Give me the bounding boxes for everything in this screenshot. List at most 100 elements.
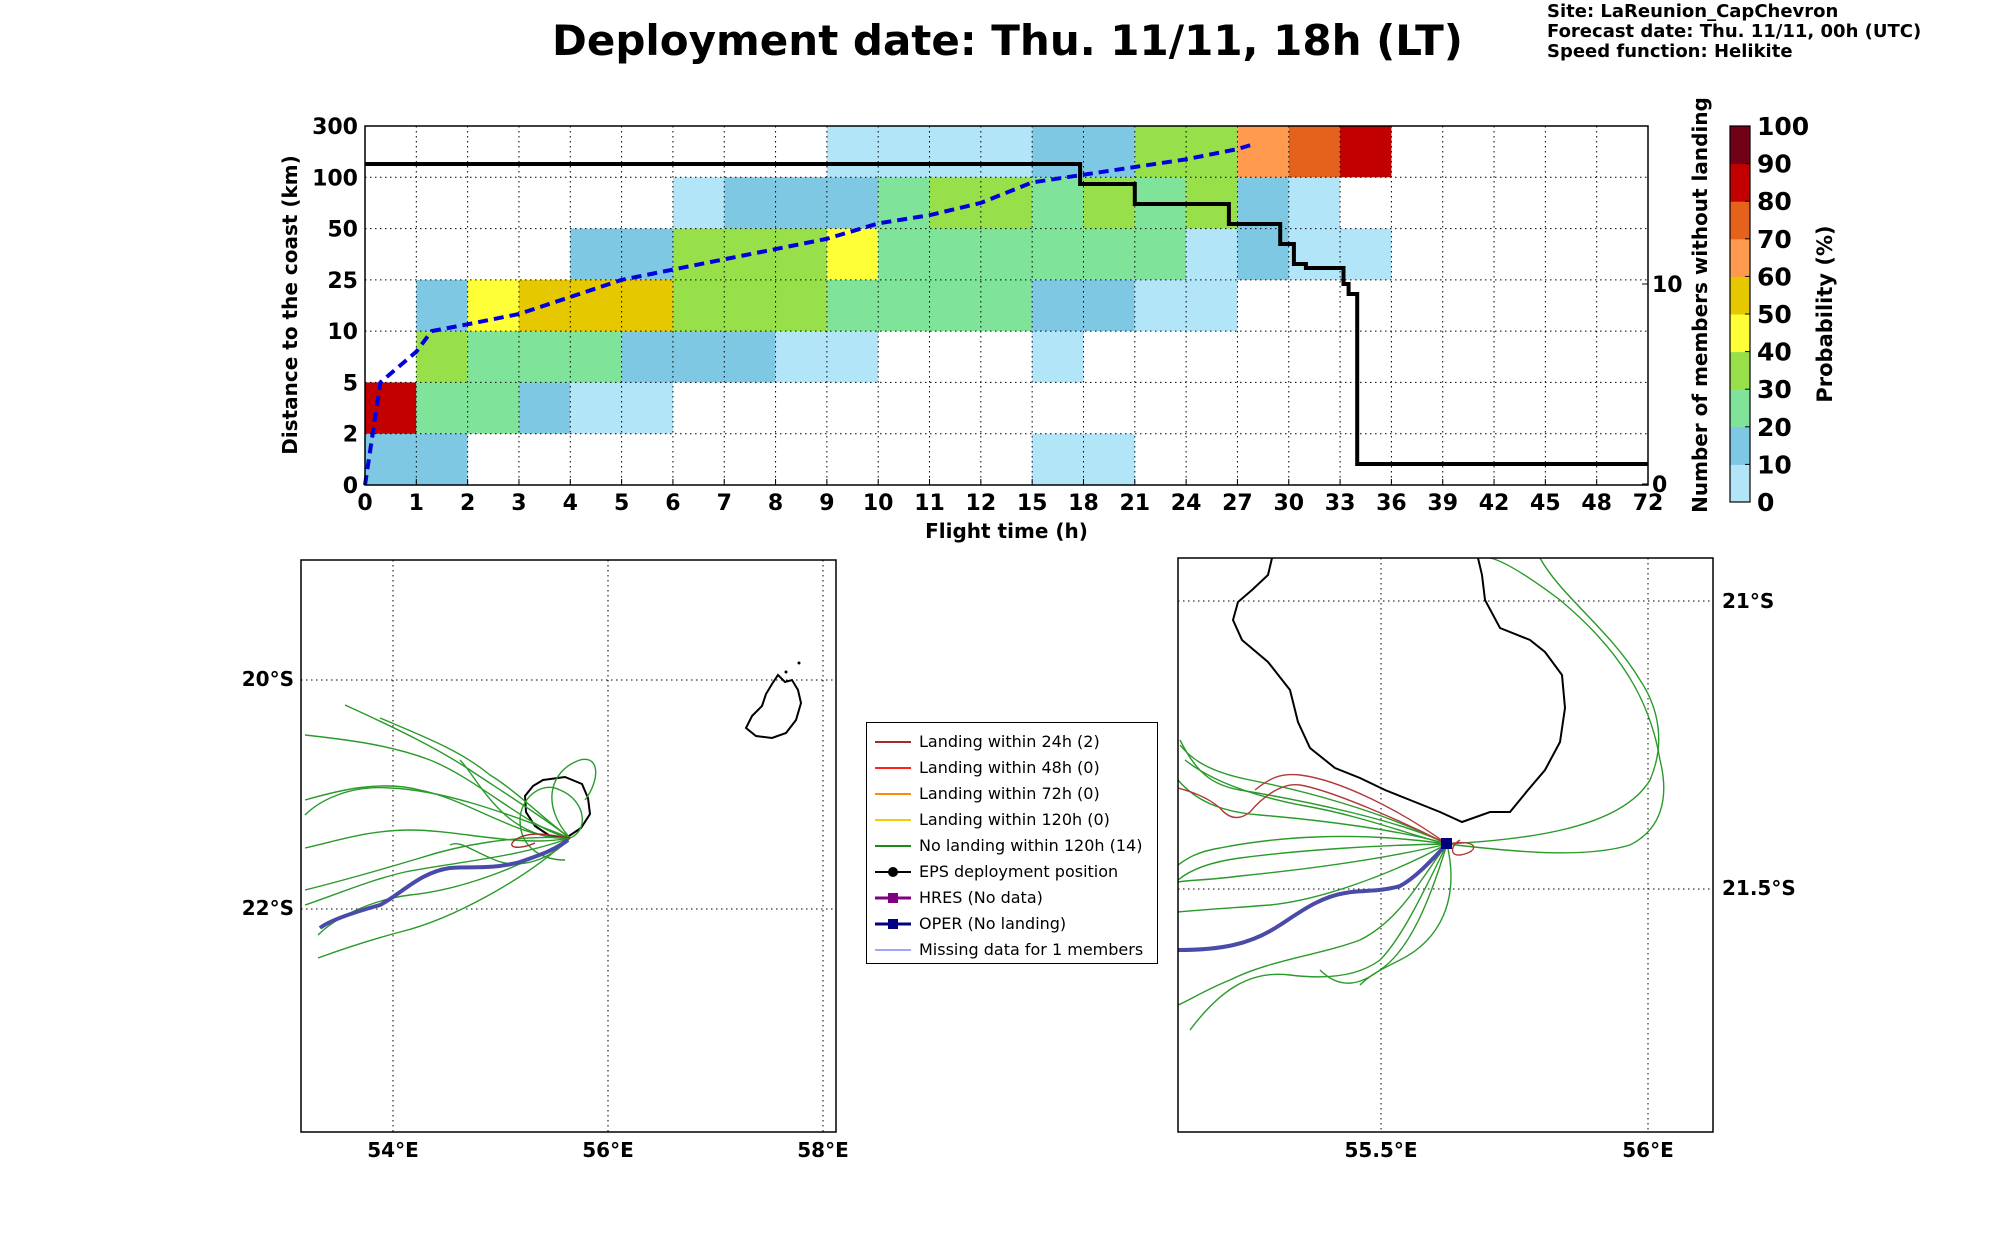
oper-trajectory [318, 838, 570, 930]
colorbar-segment [1730, 389, 1750, 428]
heatmap-cell [416, 279, 468, 332]
y-tick-label: 2 [343, 423, 358, 448]
legend-swatch [875, 845, 911, 847]
colorbar-tick-label: 50 [1757, 300, 1792, 329]
left-map-lon-label: 58°E [797, 1138, 849, 1162]
legend-label: Missing data for 1 members [919, 940, 1144, 959]
x-tick-label: 15 [1017, 491, 1048, 516]
legend-swatch [875, 893, 911, 903]
legend-item: Landing within 24h (2) [867, 729, 1157, 755]
x-tick-label: 10 [863, 491, 894, 516]
legend-item: Landing within 72h (0) [867, 781, 1157, 807]
legend-swatch [875, 819, 911, 821]
heatmap-cell [365, 382, 417, 434]
mauritius-coastline [744, 673, 803, 740]
x-tick-label: 36 [1376, 491, 1407, 516]
heatmap-cell [1237, 177, 1289, 229]
islet-marker [797, 661, 801, 665]
heatmap-cell [518, 382, 571, 434]
colorbar-tick-label: 90 [1757, 150, 1792, 179]
colorbar-segment [1730, 426, 1750, 465]
x-tick-label: 72 [1633, 491, 1664, 516]
heatmap-axes: 0 1 2 3 4 5 6 7 8 9 10 11 12 15 18 21 24 27 30 33 36 39 42 45 48… [278, 97, 1712, 543]
legend-swatch [875, 867, 911, 877]
y-tick-label: 5 [343, 371, 358, 396]
heatmap-grid [365, 126, 1648, 485]
legend-item: HRES (No data) [867, 885, 1157, 911]
legend-item: No landing within 120h (14) [867, 833, 1157, 859]
no-landing-trajectory-detail [1177, 843, 1448, 1006]
y-right-axis-title: Number of members without landing [1688, 97, 1712, 513]
heatmap-cell [672, 177, 725, 229]
probability-colorbar: 0 10 20 30 40 50 60 70 80 90 100 Probability (%) [1729, 112, 1837, 517]
colorbar-tick-label: 0 [1757, 488, 1774, 517]
legend-swatch [875, 919, 911, 929]
no-landing-trajectory-detail [1184, 759, 1448, 845]
x-tick-label: 5 [614, 491, 629, 516]
legend-item: Landing within 48h (0) [867, 755, 1157, 781]
no-landing-trajectory-detail [1319, 843, 1448, 984]
colorbar-segment [1730, 238, 1750, 277]
heatmap-cell [1032, 177, 1084, 229]
no-landing-trajectory-detail [1359, 843, 1452, 986]
y-tick-label: 10 [327, 320, 358, 345]
landing-24h-trajectory-detail [1446, 839, 1475, 856]
heatmap-cell [1288, 177, 1341, 229]
landing-24h-trajectory-detail [1177, 784, 1448, 845]
heatmap-cell [1340, 126, 1392, 178]
y-right-tick-label: 10 [1652, 273, 1683, 298]
no-landing-trajectory [304, 837, 571, 906]
right-map-lat-label: 21.5°S [1722, 876, 1796, 900]
heatmap-cell [1032, 279, 1135, 332]
no-landing-trajectory [459, 759, 571, 839]
legend-item: Landing within 120h (0) [867, 807, 1157, 833]
colorbar-tick-label: 10 [1757, 450, 1792, 479]
no-landing-trajectory [304, 836, 571, 891]
heatmap-cell [416, 382, 519, 434]
y-right-tick-label: 0 [1652, 473, 1667, 498]
left-map-lat-label: 22°S [242, 896, 294, 920]
legend-item: OPER (No landing) [867, 911, 1157, 937]
x-tick-label: 12 [966, 491, 997, 516]
landing-24h-trajectory-detail [1254, 773, 1448, 845]
legend-label: No landing within 120h (14) [919, 836, 1143, 855]
heatmap-cell [467, 331, 622, 383]
speed-function-label: Speed function: Helikite [1547, 41, 1793, 62]
no-landing-trajectory [379, 717, 571, 839]
legend-label: Landing within 72h (0) [919, 784, 1100, 803]
members-without-landing-line [365, 162, 1648, 466]
no-landing-trajectory-detail [1189, 843, 1448, 1031]
legend-swatch [875, 793, 911, 795]
colorbar-segment [1730, 276, 1750, 315]
legend-marker [888, 893, 898, 903]
colorbar-segment [1730, 201, 1750, 240]
x-tick-label: 24 [1171, 491, 1202, 516]
colorbar-segment [1730, 163, 1750, 202]
median-distance-line [363, 141, 1256, 486]
heatmap-cells [365, 126, 1392, 485]
legend-marker [888, 867, 898, 877]
legend-label: Landing within 120h (0) [919, 810, 1110, 829]
x-tick-label: 48 [1581, 491, 1612, 516]
map-left: 54°E 56°E 58°E 20°S 22°S [242, 559, 849, 1162]
heatmap-cell [570, 382, 673, 434]
heatmap-cell [672, 279, 827, 332]
x-tick-label: 2 [460, 491, 475, 516]
legend-swatch [875, 767, 911, 769]
y-axis-title: Distance to the coast (km) [278, 155, 302, 455]
no-landing-trajectory-detail [1179, 739, 1448, 845]
colorbar-title: Probability (%) [1813, 225, 1837, 402]
legend-item: EPS deployment position [867, 859, 1157, 885]
islet-marker [784, 670, 788, 674]
heatmap-cell [1186, 228, 1238, 280]
heatmap-cell [1134, 279, 1238, 332]
heatmap-cell [467, 279, 519, 332]
x-tick-label: 11 [914, 491, 945, 516]
reunion-coastline-detail [1231, 557, 1567, 824]
legend-swatch [875, 741, 911, 743]
no-landing-trajectory [551, 758, 597, 839]
no-landing-trajectory-detail [1177, 843, 1448, 881]
no-landing-trajectory-detail [1179, 744, 1448, 845]
no-landing-trajectory-detail [1177, 843, 1448, 883]
x-tick-label: 3 [511, 491, 526, 516]
